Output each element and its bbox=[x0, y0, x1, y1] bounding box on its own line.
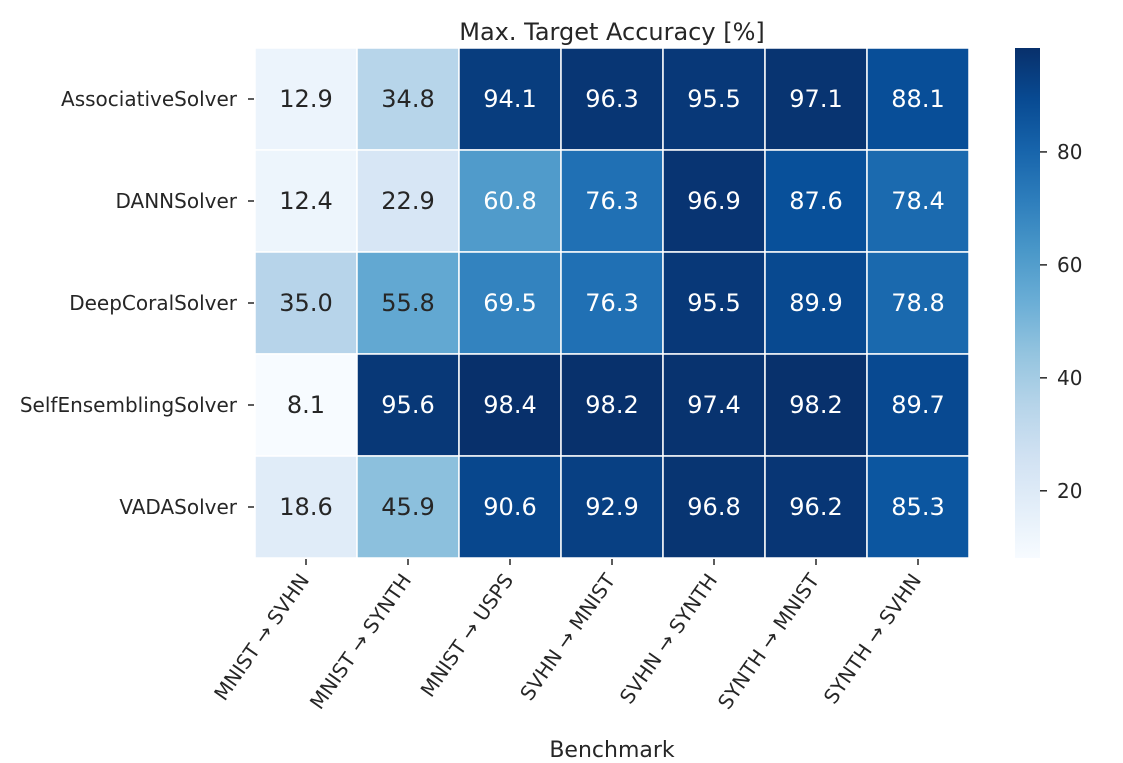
row-label: VADASolver bbox=[119, 495, 237, 519]
cell-value-label: 55.8 bbox=[381, 289, 434, 317]
heatmap-cell bbox=[560, 251, 664, 355]
chart-title: Max. Target Accuracy [%] bbox=[459, 18, 764, 46]
colorbar-tick-label: 60 bbox=[1057, 253, 1082, 277]
cell-value-label: 34.8 bbox=[381, 85, 434, 113]
colorbar-gradient bbox=[1015, 48, 1040, 558]
heatmap-cell bbox=[458, 455, 562, 559]
cell-value-label: 97.4 bbox=[687, 391, 740, 419]
column-label: SVHN → MNIST bbox=[515, 568, 621, 704]
cell-value-label: 78.8 bbox=[891, 289, 944, 317]
cell-value-label: 89.7 bbox=[891, 391, 944, 419]
heatmap-cell bbox=[458, 149, 562, 253]
cell-value-label: 60.8 bbox=[483, 187, 536, 215]
heatmap-cell bbox=[662, 149, 766, 253]
cell-value-label: 89.9 bbox=[789, 289, 842, 317]
heatmap-cell bbox=[764, 455, 868, 559]
heatmap-cell bbox=[254, 149, 358, 253]
cell-value-label: 76.3 bbox=[585, 187, 638, 215]
cell-value-label: 69.5 bbox=[483, 289, 536, 317]
cell-value-label: 96.3 bbox=[585, 85, 638, 113]
colorbar-tick-label: 20 bbox=[1057, 479, 1082, 503]
cell-value-label: 96.8 bbox=[687, 493, 740, 521]
heatmap-cell bbox=[254, 455, 358, 559]
cell-value-label: 45.9 bbox=[381, 493, 434, 521]
heatmap-cell bbox=[458, 47, 562, 151]
row-label: DANNSolver bbox=[115, 189, 237, 213]
heatmap-cell bbox=[560, 353, 664, 457]
heatmap-cell bbox=[458, 251, 562, 355]
row-label: AssociativeSolver bbox=[61, 87, 238, 111]
column-label: SYNTH → MNIST bbox=[713, 568, 825, 713]
cell-value-label: 12.4 bbox=[279, 187, 332, 215]
cell-value-label: 94.1 bbox=[483, 85, 536, 113]
heatmap-cell bbox=[662, 251, 766, 355]
heatmap-cell bbox=[560, 47, 664, 151]
row-label: DeepCoralSolver bbox=[69, 291, 238, 315]
colorbar-tick-label: 80 bbox=[1057, 140, 1082, 164]
heatmap-cell bbox=[254, 353, 358, 457]
column-label: MNIST → SYNTH bbox=[305, 569, 416, 714]
cell-value-label: 76.3 bbox=[585, 289, 638, 317]
column-label: MNIST → USPS bbox=[416, 569, 519, 701]
column-label: SYNTH → SVHN bbox=[819, 569, 926, 708]
heatmap-cells: 12.9 34.8 94.1 96.3 95.5 97.1 88.1 12.4 22.9 60.8… bbox=[254, 47, 970, 559]
cell-value-label: 87.6 bbox=[789, 187, 842, 215]
cell-value-label: 98.2 bbox=[585, 391, 638, 419]
heatmap-cell bbox=[866, 149, 970, 253]
cell-value-label: 12.9 bbox=[279, 85, 332, 113]
cell-value-label: 8.1 bbox=[287, 391, 325, 419]
row-labels: AssociativeSolver DANNSolver DeepCoralSolv… bbox=[20, 87, 254, 519]
cell-value-label: 78.4 bbox=[891, 187, 944, 215]
colorbar-tick-label: 40 bbox=[1057, 366, 1082, 390]
cell-value-label: 88.1 bbox=[891, 85, 944, 113]
cell-value-label: 18.6 bbox=[279, 493, 332, 521]
heatmap-cell bbox=[764, 251, 868, 355]
row-label: SelfEnsemblingSolver bbox=[20, 393, 238, 417]
cell-value-label: 22.9 bbox=[381, 187, 434, 215]
cell-value-label: 90.6 bbox=[483, 493, 536, 521]
cell-value-label: 95.5 bbox=[687, 85, 740, 113]
cell-value-label: 97.1 bbox=[789, 85, 842, 113]
colorbar: 20 40 60 80 bbox=[1015, 48, 1082, 558]
heatmap-cell bbox=[356, 251, 460, 355]
heatmap-cell bbox=[764, 353, 868, 457]
heatmap-cell bbox=[866, 353, 970, 457]
cell-value-label: 35.0 bbox=[279, 289, 332, 317]
cell-value-label: 92.9 bbox=[585, 493, 638, 521]
cell-value-label: 95.6 bbox=[381, 391, 434, 419]
cell-value-label: 96.9 bbox=[687, 187, 740, 215]
x-axis-label: Benchmark bbox=[549, 738, 675, 763]
heatmap-cell bbox=[254, 47, 358, 151]
column-label: SVHN → SYNTH bbox=[615, 569, 722, 708]
heatmap-cell bbox=[356, 353, 460, 457]
cell-value-label: 96.2 bbox=[789, 493, 842, 521]
heatmap-cell bbox=[866, 455, 970, 559]
column-label: MNIST → SVHN bbox=[209, 569, 314, 705]
heatmap-cell bbox=[356, 47, 460, 151]
cell-value-label: 98.2 bbox=[789, 391, 842, 419]
heatmap-cell bbox=[866, 251, 970, 355]
heatmap-cell bbox=[764, 47, 868, 151]
cell-value-label: 98.4 bbox=[483, 391, 536, 419]
cell-value-label: 95.5 bbox=[687, 289, 740, 317]
cell-value-label: 85.3 bbox=[891, 493, 944, 521]
